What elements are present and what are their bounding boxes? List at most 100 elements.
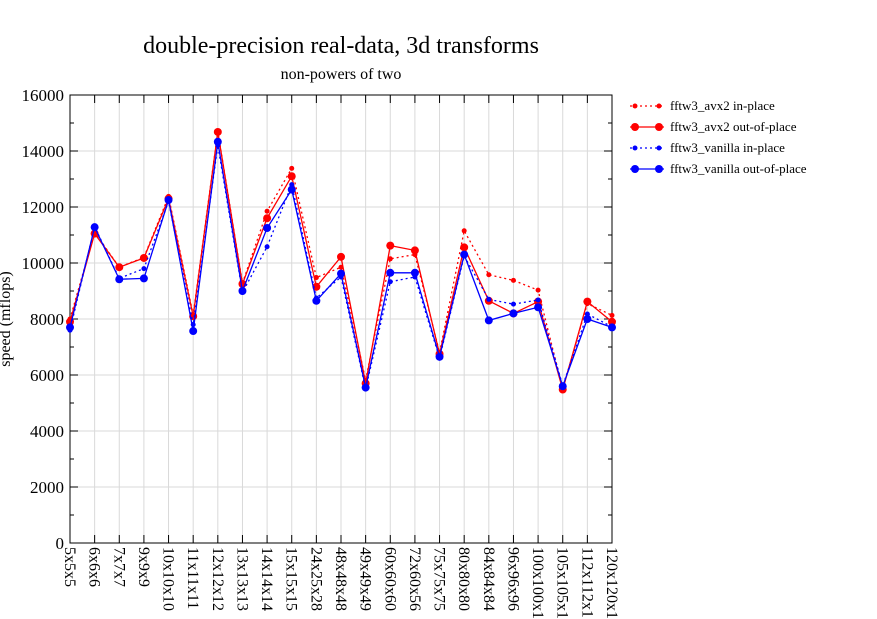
axes: 0 2000 4000 6000 8000 10000 12000 14000 16000 5x5… — [22, 86, 621, 619]
data-point — [337, 269, 345, 278]
data-point — [115, 275, 124, 284]
data-point — [139, 274, 148, 283]
data-point — [264, 208, 270, 214]
x-tick-label: 13x13x13 — [233, 547, 250, 611]
data-point — [238, 287, 247, 295]
x-tick-label: 75x75x75 — [431, 547, 448, 611]
data-point — [287, 185, 296, 194]
data-point — [410, 268, 419, 277]
y-tick-label: 0 — [56, 534, 65, 553]
legend-entry: fftw3_vanilla in-place — [630, 140, 785, 155]
data-point — [164, 196, 173, 204]
x-tick-label: 100x100x1 — [529, 547, 546, 619]
x-tick-label: 96x96x96 — [504, 547, 521, 611]
legend-swatch-marker — [656, 103, 662, 109]
data-point — [608, 317, 616, 326]
y-tick-label: 12000 — [22, 198, 65, 217]
data-point — [583, 315, 592, 323]
y-tick-label: 2000 — [30, 478, 64, 497]
x-tick-label: 7x7x7 — [110, 547, 127, 587]
x-tick-label: 120x120x1 — [603, 547, 620, 619]
legend-label: fftw3_vanilla in-place — [670, 140, 785, 155]
chart-title: double-precision real-data, 3d transform… — [143, 33, 539, 59]
data-point — [558, 382, 567, 391]
legend-label: fftw3_avx2 in-place — [670, 98, 775, 113]
legend-swatch-marker — [655, 123, 663, 131]
x-tick-label: 9x9x9 — [135, 547, 152, 587]
data-point — [361, 383, 370, 392]
x-tick-label: 72x60x56 — [406, 547, 423, 611]
data-point — [461, 228, 467, 234]
data-series — [66, 127, 616, 394]
data-point — [337, 252, 345, 261]
data-point — [263, 224, 272, 232]
chart-subtitle: non-powers of two — [281, 66, 402, 83]
y-axis-label: speed (mflops) — [0, 271, 14, 367]
data-point — [387, 256, 393, 262]
legend: fftw3_avx2 in-place fftw3_avx2 out-of-pla… — [630, 98, 807, 176]
legend-entry: fftw3_avx2 in-place — [630, 98, 775, 113]
data-point — [213, 137, 222, 146]
x-tick-label: 48x48x48 — [332, 547, 349, 611]
legend-entry: fftw3_avx2 out-of-place — [630, 119, 797, 134]
legend-swatch-marker — [655, 165, 663, 173]
legend-swatch-marker — [656, 145, 662, 151]
legend-swatch-marker — [631, 165, 639, 173]
legend-swatch-marker — [631, 123, 639, 131]
x-tick-label: 105x105x1 — [554, 547, 571, 619]
x-tick-label: 24x25x28 — [307, 547, 324, 611]
data-point — [510, 301, 516, 307]
data-point — [312, 296, 321, 305]
x-tick-label: 5x5x5 — [61, 547, 78, 587]
data-point — [583, 297, 592, 306]
data-point — [535, 287, 541, 293]
data-point — [386, 268, 395, 277]
legend-entry: fftw3_vanilla out-of-place — [630, 161, 807, 176]
x-tick-label: 12x12x12 — [209, 547, 226, 611]
x-tick-label: 49x49x49 — [357, 547, 374, 611]
x-tick-label: 15x15x15 — [283, 547, 300, 611]
data-point — [66, 323, 74, 332]
legend-label: fftw3_avx2 out-of-place — [670, 119, 797, 134]
y-tick-label: 14000 — [22, 142, 65, 161]
data-point — [608, 323, 616, 332]
data-point — [386, 241, 395, 250]
x-tick-label: 11x11x11 — [184, 547, 201, 609]
data-point — [460, 250, 469, 259]
data-point — [410, 246, 419, 255]
data-point — [289, 165, 295, 171]
x-tick-label: 80x80x80 — [455, 547, 472, 611]
data-point — [189, 327, 198, 336]
x-tick-label: 10x10x10 — [160, 547, 177, 611]
data-point — [90, 223, 99, 232]
x-tick-label: 60x60x60 — [381, 547, 398, 611]
data-point — [486, 272, 492, 278]
data-point — [213, 127, 222, 136]
data-point — [609, 312, 615, 318]
y-tick-label: 16000 — [22, 86, 65, 105]
data-point — [141, 266, 147, 272]
y-tick-label: 4000 — [30, 422, 64, 441]
legend-swatch-marker — [632, 145, 638, 151]
data-point — [534, 303, 543, 312]
data-point — [460, 243, 469, 252]
y-tick-label: 10000 — [22, 254, 65, 273]
x-tick-label: 112x112x1 — [578, 547, 595, 618]
data-point — [287, 172, 296, 181]
legend-label: fftw3_vanilla out-of-place — [670, 161, 807, 176]
data-point — [484, 316, 493, 325]
data-point — [115, 263, 124, 272]
series-3 — [66, 137, 616, 392]
data-point — [510, 277, 516, 283]
data-point — [139, 253, 148, 262]
y-tick-label: 6000 — [30, 366, 64, 385]
legend-swatch-marker — [632, 103, 638, 109]
x-tick-label: 6x6x6 — [86, 547, 103, 587]
data-point — [535, 297, 541, 303]
x-tick-label: 84x84x84 — [480, 547, 497, 611]
y-tick-label: 8000 — [30, 310, 64, 329]
data-point — [263, 214, 272, 223]
x-tick-label: 14x14x14 — [258, 547, 275, 611]
grid-lines — [69, 94, 613, 544]
